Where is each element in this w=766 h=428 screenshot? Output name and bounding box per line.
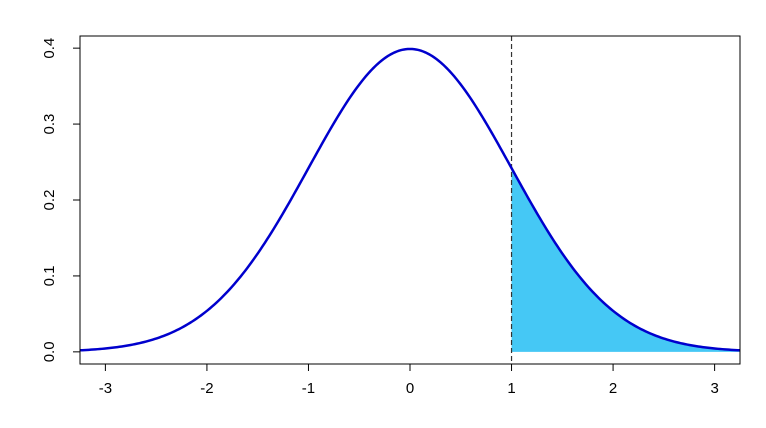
shaded-tail-layer (511, 168, 740, 352)
y-tick-label: 0.2 (41, 190, 58, 211)
density-curve (79, 47, 741, 352)
x-axis: -3 -2 -1 0 1 2 3 (99, 364, 719, 397)
x-tick-label: 0 (406, 380, 414, 397)
y-tick-label: 0.3 (41, 114, 58, 135)
x-tick-label: 3 (710, 380, 718, 397)
density-curve-layer (79, 47, 741, 352)
y-tick-label: 0.4 (41, 38, 58, 59)
shaded-tail-area (511, 168, 740, 352)
y-tick-label: 0.1 (41, 265, 58, 286)
x-tick-label: -1 (302, 380, 315, 397)
plot-frame (79, 35, 741, 365)
y-axis: 0.0 0.1 0.2 0.3 0.4 (41, 38, 80, 362)
y-tick-label: 0.0 (41, 341, 58, 362)
x-tick-label: 2 (609, 380, 617, 397)
x-tick-label: -2 (200, 380, 213, 397)
x-tick-label: -3 (99, 380, 112, 397)
x-tick-label: 1 (507, 380, 515, 397)
